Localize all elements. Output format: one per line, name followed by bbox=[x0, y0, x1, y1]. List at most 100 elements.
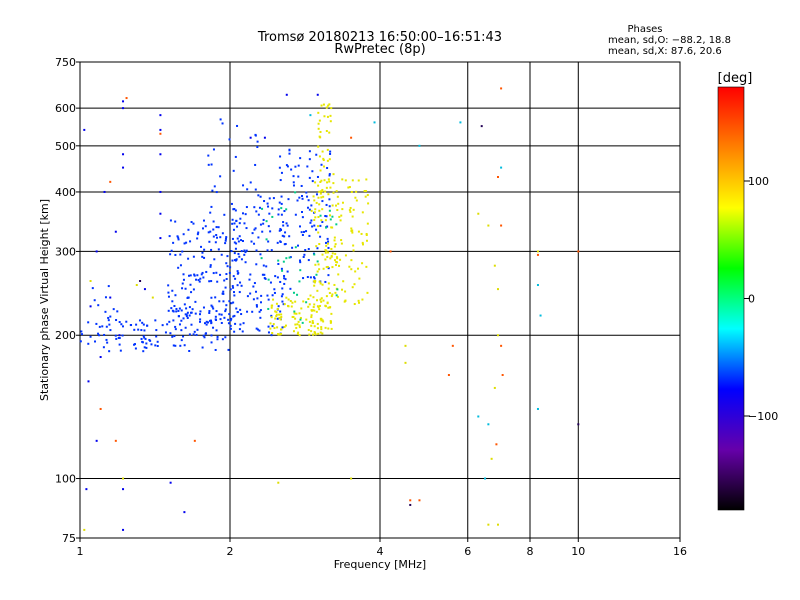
data-point bbox=[496, 523, 499, 526]
data-point bbox=[216, 236, 219, 239]
data-point bbox=[169, 332, 172, 335]
data-point bbox=[196, 274, 199, 277]
data-point bbox=[233, 291, 236, 294]
data-point bbox=[280, 313, 283, 316]
data-point bbox=[278, 313, 281, 316]
data-point bbox=[200, 273, 203, 276]
data-point bbox=[184, 287, 187, 290]
data-point bbox=[307, 248, 310, 251]
data-point bbox=[183, 344, 186, 347]
data-point bbox=[577, 250, 580, 253]
data-point bbox=[360, 232, 363, 235]
data-point bbox=[208, 240, 211, 243]
data-point bbox=[349, 210, 352, 213]
data-point bbox=[318, 135, 321, 138]
data-point bbox=[314, 331, 317, 334]
data-point bbox=[154, 344, 157, 347]
data-point bbox=[321, 190, 324, 193]
data-point bbox=[109, 315, 112, 318]
data-point bbox=[171, 300, 174, 303]
data-point bbox=[230, 302, 233, 305]
data-point bbox=[480, 125, 483, 128]
data-point bbox=[270, 314, 273, 317]
data-point bbox=[336, 295, 339, 298]
data-point bbox=[214, 315, 217, 318]
data-point bbox=[285, 222, 288, 225]
data-point bbox=[209, 265, 212, 268]
data-point bbox=[271, 207, 274, 210]
data-point bbox=[135, 323, 138, 326]
data-point bbox=[577, 423, 580, 426]
data-point bbox=[172, 241, 175, 244]
data-point bbox=[215, 329, 218, 332]
data-point bbox=[323, 115, 326, 118]
data-point bbox=[172, 344, 175, 347]
data-point bbox=[324, 326, 327, 329]
data-point bbox=[236, 284, 239, 287]
data-point bbox=[199, 310, 202, 313]
data-point bbox=[314, 333, 317, 336]
data-point bbox=[309, 294, 312, 297]
data-point bbox=[329, 214, 332, 217]
data-point bbox=[245, 249, 248, 252]
plot-area bbox=[79, 61, 681, 539]
data-point bbox=[224, 310, 227, 313]
data-point bbox=[311, 321, 314, 324]
data-point bbox=[361, 243, 364, 246]
data-point bbox=[232, 286, 235, 289]
data-point bbox=[315, 228, 318, 231]
data-point bbox=[275, 311, 278, 314]
data-point bbox=[233, 222, 236, 225]
data-point bbox=[122, 528, 125, 531]
data-point bbox=[209, 319, 212, 322]
data-point bbox=[139, 280, 142, 283]
data-point bbox=[174, 253, 177, 256]
data-point bbox=[208, 310, 211, 313]
data-point bbox=[256, 140, 259, 143]
data-point bbox=[285, 208, 288, 211]
data-point bbox=[311, 225, 314, 228]
data-point bbox=[118, 343, 121, 346]
data-point bbox=[182, 233, 185, 236]
x-axis: 1 2 4 6 8 10 16 bbox=[77, 538, 687, 558]
data-point bbox=[295, 326, 298, 329]
data-point bbox=[227, 318, 230, 321]
data-point bbox=[282, 221, 285, 224]
data-point bbox=[296, 244, 299, 247]
data-point bbox=[282, 303, 285, 306]
data-point bbox=[225, 273, 228, 276]
data-point bbox=[281, 287, 284, 290]
data-point bbox=[334, 252, 337, 255]
data-point bbox=[209, 211, 212, 214]
data-point bbox=[80, 333, 83, 336]
data-point bbox=[351, 215, 354, 218]
data-point bbox=[279, 318, 282, 321]
data-point bbox=[320, 326, 323, 329]
data-point bbox=[284, 242, 287, 245]
data-point bbox=[321, 319, 324, 322]
data-point bbox=[313, 277, 316, 280]
data-point bbox=[327, 251, 330, 254]
data-point bbox=[155, 335, 158, 338]
data-point bbox=[315, 153, 318, 156]
data-point bbox=[159, 114, 162, 117]
data-point bbox=[361, 262, 364, 265]
data-point bbox=[120, 323, 123, 326]
data-point bbox=[89, 280, 92, 283]
data-point bbox=[177, 309, 180, 312]
data-point bbox=[178, 323, 181, 326]
data-point bbox=[188, 349, 191, 352]
data-point bbox=[202, 306, 205, 309]
data-point bbox=[326, 237, 329, 240]
colorbar: [deg] 100 0 −100 bbox=[718, 71, 778, 511]
data-point bbox=[205, 270, 208, 273]
data-point bbox=[278, 201, 281, 204]
data-point bbox=[244, 251, 247, 254]
data-point bbox=[249, 181, 252, 184]
data-point bbox=[306, 206, 309, 209]
data-point bbox=[277, 305, 280, 308]
data-point bbox=[355, 199, 358, 202]
data-point bbox=[301, 216, 304, 219]
data-point bbox=[203, 248, 206, 251]
data-point bbox=[187, 257, 190, 260]
